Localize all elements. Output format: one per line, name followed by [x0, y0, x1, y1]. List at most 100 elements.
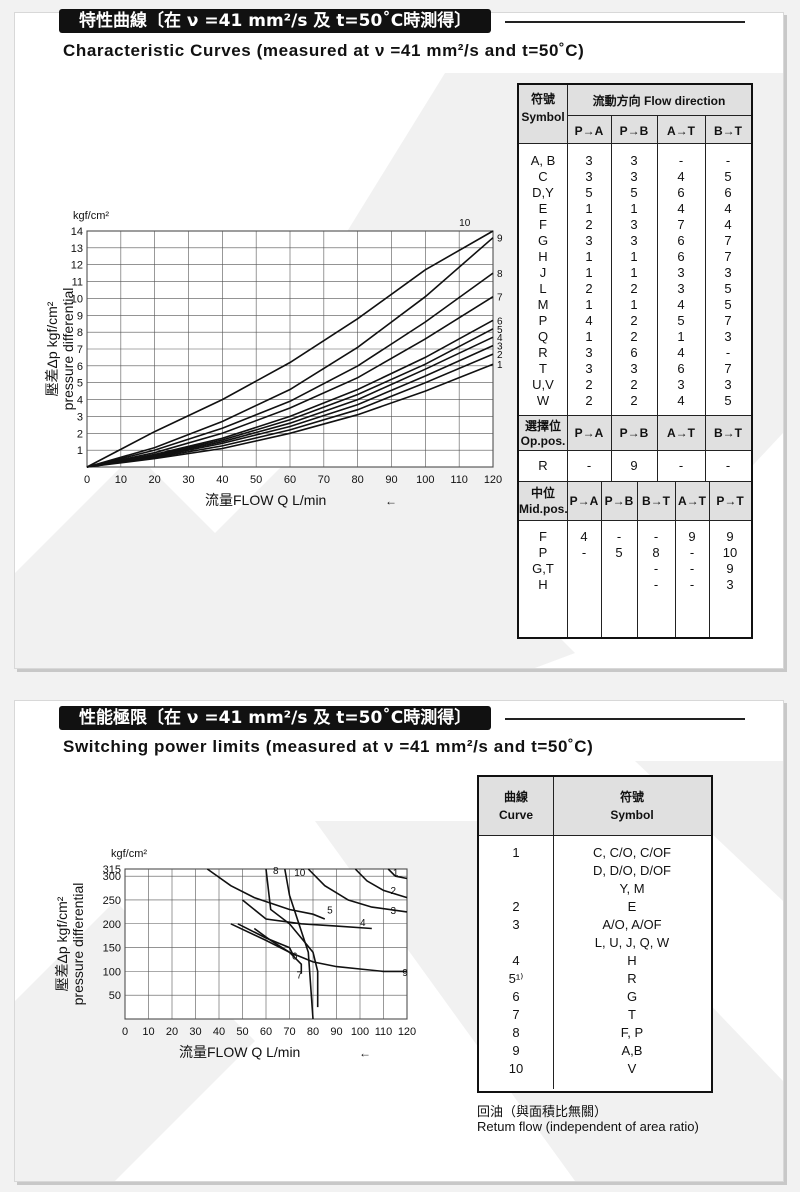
table-cell: 1: [585, 265, 593, 280]
table-cell: 1: [585, 329, 593, 344]
table-cell: 5: [630, 185, 638, 200]
table-cell: 4: [677, 297, 685, 312]
mid-header-en: Mid.pos.: [519, 502, 568, 516]
y-tick-label: 250: [103, 895, 121, 907]
y-tick-label: 50: [109, 990, 121, 1002]
table-cell-symbol: V: [627, 1061, 637, 1076]
table-cell-symbol: F: [539, 529, 547, 544]
x-tick-label: 60: [284, 474, 296, 486]
x-tick-label: 100: [351, 1026, 369, 1038]
table-cell: 4: [585, 313, 593, 328]
y-tick-label: 9: [77, 310, 83, 322]
y-tick-label: 100: [103, 966, 121, 978]
series-line-9: [230, 923, 407, 973]
table-cell: 4: [724, 201, 732, 216]
table-cell: 3: [630, 169, 638, 184]
column-divider: [567, 481, 568, 637]
x-axis-label: 流量FLOW Q L/min: [205, 492, 326, 508]
series-label-1: 1: [497, 360, 503, 371]
table-cell: 7: [724, 361, 732, 376]
table-cell-symbol: H: [538, 577, 548, 592]
table-cell: 5: [724, 169, 732, 184]
table-cell: 3: [585, 153, 593, 168]
table-cell-curve: 1: [512, 845, 520, 860]
y-axis-label-secondary: pressure differential: [70, 883, 86, 1006]
return-flow-note-zh: 回油（與面積比無關）: [477, 1104, 608, 1119]
table-cell: 3: [585, 169, 593, 184]
table-cell: -: [653, 529, 659, 544]
column-divider: [567, 85, 568, 481]
series-label-6: 6: [497, 316, 503, 327]
x-tick-label: 40: [213, 1026, 225, 1038]
table-cell: 1: [677, 329, 685, 344]
table-cell-curve: 10: [508, 1061, 524, 1076]
table-cell: 4: [677, 393, 685, 408]
return-flow-note-en: Retum flow (independent of area ratio): [477, 1119, 699, 1134]
table-cell-symbol: H: [538, 249, 548, 264]
curve-header: 曲線: [503, 790, 528, 804]
table-cell: -: [616, 529, 622, 544]
x-tick-label: 10: [142, 1026, 154, 1038]
y-tick-label: 2: [77, 428, 83, 440]
mid-header: 中位: [530, 486, 555, 500]
x-tick-label: 20: [166, 1026, 178, 1038]
column-header: B→T: [714, 124, 742, 138]
x-tick-label: 50: [250, 474, 262, 486]
flow-header: 流動方向 Flow direction: [592, 94, 726, 108]
table-cell-symbol: L, U, J, Q, W: [594, 935, 670, 950]
table-cell: 5: [677, 313, 685, 328]
table-cell: 7: [677, 217, 685, 232]
curve-header-en: Curve: [498, 808, 533, 822]
series-line-5: [206, 868, 326, 920]
table-cell: 2: [630, 377, 638, 392]
x-tick-label: 110: [375, 1026, 393, 1038]
table-cell: 1: [585, 297, 593, 312]
table-cell: -: [725, 345, 731, 360]
table-cell: -: [653, 577, 659, 592]
x-axis-label: 流量FLOW Q L/min: [179, 1044, 300, 1060]
table-cell: 1: [585, 201, 593, 216]
y-tick-label: 7: [77, 344, 83, 356]
row-divider: [519, 450, 751, 451]
table-cell-symbol: C, C/O, C/OF: [593, 845, 671, 860]
section-subtitle: Switching power limits (measured at ν =4…: [63, 737, 594, 756]
section-banner: 性能極限〔在 ν =41 mm²/s 及 t=50˚C時測得〕: [59, 706, 492, 730]
column-divider: [709, 481, 710, 637]
x-tick-label: 0: [84, 474, 90, 486]
table-cell-curve: 6: [512, 989, 520, 1004]
table-cell: 3: [630, 361, 638, 376]
table-cell-curve: 4: [512, 953, 520, 968]
y-unit-label: kgf/cm²: [73, 210, 109, 222]
symbol-header-en: Symbol: [521, 110, 565, 124]
series-label-3: 3: [391, 906, 397, 917]
column-header: P→T: [716, 494, 744, 508]
table-cell: -: [689, 561, 695, 576]
table-cell-symbol: D,Y: [532, 185, 554, 200]
row-divider: [519, 143, 751, 144]
table-cell: 5: [724, 281, 732, 296]
table-cell: -: [678, 458, 684, 473]
table-cell-symbol: D, D/O, D/OF: [593, 863, 671, 878]
table-cell: 3: [585, 345, 593, 360]
series-label-5: 5: [497, 325, 503, 336]
x-tick-label: 120: [484, 474, 502, 486]
table-cell: -: [586, 458, 592, 473]
table-cell: 3: [677, 377, 685, 392]
table-cell: 2: [630, 393, 638, 408]
table-cell: 4: [580, 529, 588, 544]
table-cell-symbol: J: [539, 265, 547, 280]
column-header: P→A: [574, 426, 604, 440]
x-tick-label: 90: [385, 474, 397, 486]
table-cell-symbol: R: [538, 458, 548, 473]
header-band: [479, 777, 711, 835]
table-cell: 3: [677, 281, 685, 296]
x-tick-label: 80: [352, 474, 364, 486]
x-tick-label: 70: [283, 1026, 295, 1038]
table-cell: 8: [652, 545, 660, 560]
table-cell: 5: [615, 545, 623, 560]
table-cell-symbol: U,V: [532, 377, 554, 392]
characteristic-curves-chart: 0 10 20 30 40 50 60 70 80 90 100 110 120123456789101…: [44, 210, 503, 508]
table-cell: -: [689, 545, 695, 560]
table-cell-symbol: Q: [537, 329, 549, 344]
y-tick-label: 315: [103, 864, 121, 876]
